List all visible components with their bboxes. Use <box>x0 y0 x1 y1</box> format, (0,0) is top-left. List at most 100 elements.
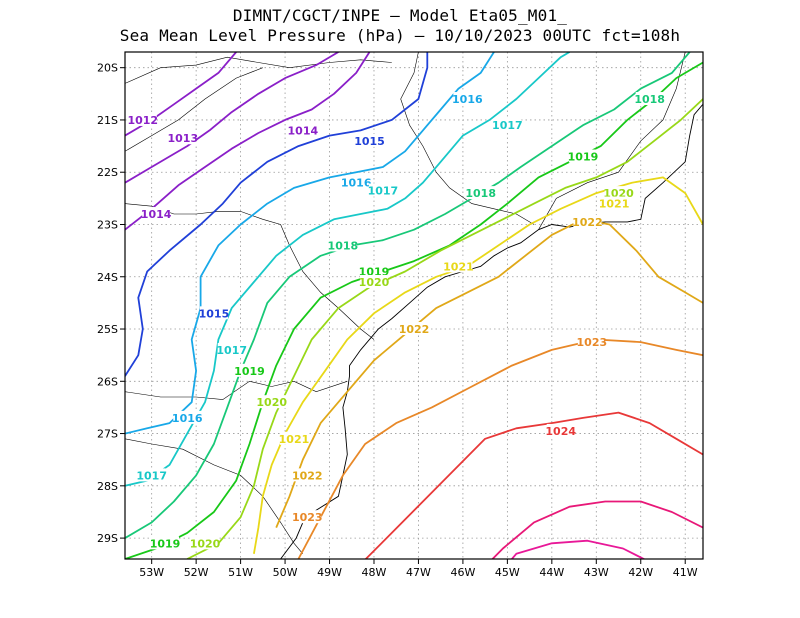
isobar-label-bg <box>604 186 633 200</box>
isobar-label-bg <box>577 335 606 349</box>
isobar-label-bg <box>328 238 357 252</box>
state-border <box>125 380 348 400</box>
isobar-label: 1018 <box>465 187 496 200</box>
isobar-label: 1022 <box>572 216 603 229</box>
isobar-label: 1014 <box>141 208 172 221</box>
isobar-label: 1023 <box>577 336 608 349</box>
lat-tick-label: 25S <box>97 323 118 336</box>
isobar-label-bg <box>151 536 180 550</box>
isobar-label: 1019 <box>234 365 265 378</box>
isobar-label-bg <box>466 186 495 200</box>
isobar-label-bg <box>128 112 157 126</box>
lon-tick-label: 50W <box>273 566 298 579</box>
isobar-label-bg <box>137 468 166 482</box>
lon-tick-label: 49W <box>317 566 342 579</box>
isobar-label-bg <box>293 468 322 482</box>
isobar-label-bg <box>293 510 322 524</box>
chart-title-line-2: Sea Mean Level Pressure (hPa) – 10/10/20… <box>119 26 681 45</box>
isobar-label-bg <box>573 214 602 228</box>
lon-tick-label: 52W <box>184 566 209 579</box>
lat-tick-label: 29S <box>97 532 118 545</box>
isobar-label: 1016 <box>341 177 372 190</box>
isobar-label-bg <box>142 207 171 221</box>
isobar-label: 1023 <box>292 511 323 524</box>
isobar-label: 1016 <box>172 412 203 425</box>
lat-tick-label: 26S <box>97 375 118 388</box>
lat-tick-label: 20S <box>97 62 118 75</box>
isobar-label-bg <box>288 123 317 137</box>
isobar-1025 <box>491 500 703 559</box>
isobar-label-bg <box>235 363 264 377</box>
isobar-label: 1015 <box>199 307 230 320</box>
lon-tick-label: 41W <box>673 566 698 579</box>
isobar-label: 1017 <box>492 119 523 132</box>
isobar-label-bg <box>493 118 522 132</box>
isobar-label: 1019 <box>568 151 599 164</box>
state-border <box>538 52 686 230</box>
lon-tick-label: 44W <box>539 566 564 579</box>
isobar-label-bg <box>199 306 228 320</box>
lon-tick-label: 48W <box>362 566 387 579</box>
isobar-label-bg <box>257 395 286 409</box>
lon-tick-label: 51W <box>228 566 253 579</box>
isobar-label: 1022 <box>292 469 323 482</box>
state-border <box>125 67 263 152</box>
isobar-label: 1020 <box>359 276 390 289</box>
isobar-label-bg <box>217 342 246 356</box>
isobar-label-bg <box>600 196 629 210</box>
state-border <box>125 203 375 340</box>
isobar-1021 <box>253 176 703 554</box>
isobar-label: 1013 <box>167 132 198 145</box>
lon-tick-label: 46W <box>450 566 475 579</box>
isobar-label: 1014 <box>288 124 319 137</box>
isobar-1026 <box>510 539 646 559</box>
isobar-label: 1019 <box>150 537 181 550</box>
isobar-label-bg <box>453 92 482 106</box>
isobar-label-bg <box>568 149 597 163</box>
isobar-1023 <box>297 338 703 559</box>
isobar-1024 <box>364 411 703 559</box>
isobar-label: 1024 <box>545 425 576 438</box>
isobar-label: 1017 <box>368 185 399 198</box>
isobar-label-bg <box>355 133 384 147</box>
isobar-label: 1012 <box>127 114 158 127</box>
isobar-label-bg <box>279 431 308 445</box>
axis-ticks: 53W 52W 51W 50W 49W 48W 47W 46W 45W 44W 43W 42W 41W 2… <box>97 62 698 579</box>
lat-tick-label: 28S <box>97 480 118 493</box>
coastline <box>280 103 703 559</box>
isobar-label: 1017 <box>216 344 247 357</box>
isobar-1013 <box>125 52 339 184</box>
lat-tick-label: 23S <box>97 218 118 231</box>
isobar-1014 <box>125 52 371 231</box>
lon-tick-label: 47W <box>406 566 431 579</box>
isobar-label-bg <box>546 423 575 437</box>
isobar-label: 1021 <box>599 198 630 211</box>
isobar-label: 1018 <box>634 93 665 106</box>
geography-layer <box>125 52 703 559</box>
isobar-layer <box>125 52 703 559</box>
isobar-1016 <box>125 52 495 435</box>
isobar-label: 1016 <box>452 93 483 106</box>
isobar-label: 1020 <box>256 396 287 409</box>
map-frame <box>124 51 704 560</box>
lat-tick-label: 27S <box>97 428 118 441</box>
lon-tick-label: 45W <box>495 566 520 579</box>
lat-tick-label: 21S <box>97 114 118 127</box>
lat-tick-label: 24S <box>97 271 118 284</box>
isobar-1020 <box>186 98 703 559</box>
isobar-label: 1020 <box>190 537 221 550</box>
isobar-label-bg <box>342 175 371 189</box>
isobar-1022 <box>275 218 703 528</box>
isobar-label-bg <box>191 536 220 550</box>
isobar-label-bg <box>368 183 397 197</box>
isobar-1018 <box>125 52 691 539</box>
isobar-label: 1021 <box>443 260 474 273</box>
chart-title-line-1: DIMNT/CGCT/INPE – Model Eta05_M01_ <box>232 6 568 25</box>
isobar-1015 <box>125 52 429 377</box>
state-border <box>125 56 392 84</box>
isobar-label-bg <box>359 264 388 278</box>
state-border <box>400 52 535 225</box>
state-border <box>125 438 304 554</box>
isobar-label: 1021 <box>279 433 310 446</box>
